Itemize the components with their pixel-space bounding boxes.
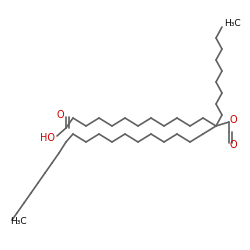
Text: H₃C: H₃C [10, 218, 26, 226]
Text: O: O [230, 140, 237, 150]
Text: O: O [230, 115, 237, 125]
Text: O: O [56, 110, 64, 120]
Text: HO: HO [40, 133, 55, 143]
Text: H₃C: H₃C [224, 18, 240, 28]
